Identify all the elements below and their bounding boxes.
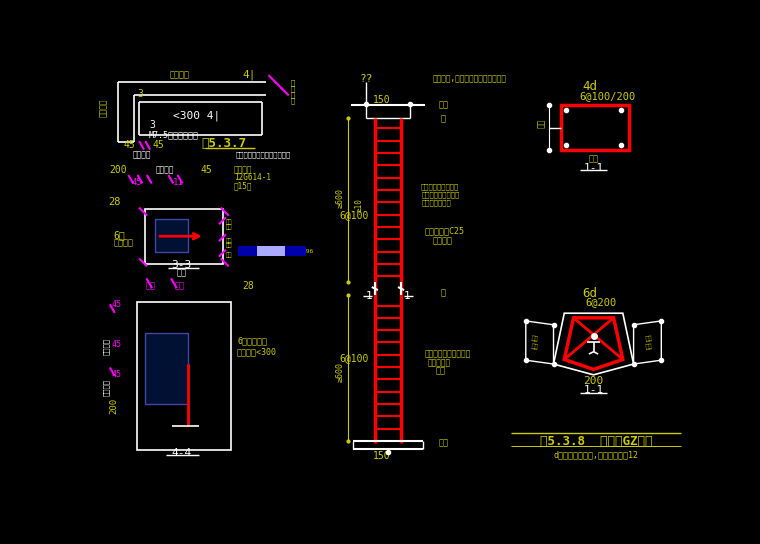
Text: 6每砖缝一根: 6每砖缝一根 [237,336,267,345]
Polygon shape [564,318,622,369]
Text: 应使用密板模实: 应使用密板模实 [422,199,451,206]
Text: 墙面: 墙面 [531,335,539,342]
Text: 马牙搓见: 马牙搓见 [234,165,252,175]
Text: 45: 45 [153,140,164,150]
Text: 45: 45 [111,370,121,379]
Text: 200: 200 [109,165,126,175]
Text: 槽深: 槽深 [146,282,156,291]
Text: 命令:: 命令: [242,248,255,255]
Text: 6@200: 6@200 [586,298,617,307]
Polygon shape [553,313,634,375]
Bar [144,208,223,264]
Text: 1: 1 [404,291,410,301]
Text: 4-4: 4-4 [172,448,192,458]
Text: 深度: 深度 [226,243,233,248]
Text: 45: 45 [123,140,135,150]
Polygon shape [634,321,661,364]
Text: 预留箍筋,根数、直径同构造柱纵筋: 预留箍筋,根数、直径同构造柱纵筋 [432,75,507,84]
Text: d详有关结构详图,未注明时为为12: d详有关结构详图,未注明时为为12 [553,450,638,459]
Text: 混凝土采用C25: 混凝土采用C25 [425,226,465,236]
Text: 1: 1 [366,291,372,301]
Text: ≥600: ≥600 [336,362,345,382]
Text: 墙厚: 墙厚 [176,269,187,277]
Text: 楼: 楼 [441,288,446,297]
Text: 积灰: 积灰 [531,343,539,350]
Bar [257,246,285,256]
Text: 6@100: 6@100 [340,211,369,220]
Text: 6@100/200: 6@100/200 [579,91,635,101]
Text: 开槽总深应不大于墙厚的一半: 开槽总深应不大于墙厚的一半 [236,151,291,158]
Text: 楼: 楼 [441,115,446,123]
Text: <300 4|: <300 4| [173,110,220,121]
Text: ??: ?? [359,74,373,84]
Text: 150: 150 [373,95,391,105]
Text: 线槽宽度: 线槽宽度 [132,150,150,159]
Text: 3: 3 [150,120,155,131]
Text: 45: 45 [201,165,212,175]
Text: 积灰: 积灰 [645,343,653,350]
Text: 墙体管线: 墙体管线 [99,98,108,117]
Text: 45: 45 [111,339,121,349]
Text: 砖缝一根: 砖缝一根 [114,238,134,247]
Text: 预留箍筋直径与根数同: 预留箍筋直径与根数同 [425,350,471,358]
Text: 钢筋: 钢筋 [226,220,233,225]
Text: 45: 45 [131,178,142,187]
Text: 槽深: 槽深 [174,282,184,291]
Text: 墙: 墙 [290,79,295,85]
Text: 楼面: 楼面 [439,438,448,447]
Text: 面: 面 [290,85,295,92]
Text: 线槽宽度: 线槽宽度 [155,165,174,175]
Text: 6每: 6每 [114,230,125,240]
Text: 150: 150 [373,452,391,461]
Text: M7.5水泥砂浆填塞: M7.5水泥砂浆填塞 [149,130,199,139]
Text: 图5.3.8  构造柱GZ做法: 图5.3.8 构造柱GZ做法 [540,435,652,448]
Text: 开槽长度<300: 开槽长度<300 [237,347,277,356]
Text: 间距: 间距 [226,224,233,230]
Text: ≥600: ≥600 [336,188,345,208]
Text: 灰: 灰 [290,97,295,104]
Polygon shape [526,321,553,364]
Text: （后浇）: （后浇） [432,236,453,245]
Text: 梁面: 梁面 [439,101,448,110]
Text: 28: 28 [109,196,121,207]
Text: 3: 3 [138,89,144,99]
Text: 200: 200 [109,398,119,413]
Text: 45: 45 [111,300,121,309]
Bar [144,333,188,404]
Text: 墙厚: 墙厚 [537,119,546,128]
Text: 图5.3.7: 图5.3.7 [201,137,246,150]
Text: 墙面: 墙面 [645,335,653,342]
Text: 积: 积 [290,91,295,98]
Text: 1-1: 1-1 [584,163,603,172]
Text: 楼面: 楼面 [435,367,445,375]
Text: 6@100: 6@100 [340,353,369,363]
Text: 的15页: 的15页 [234,181,252,190]
Text: 钻孔: 钻孔 [226,238,233,244]
Text: 当为非承重墙体内构: 当为非承重墙体内构 [420,184,458,190]
Text: -283696: -283696 [288,249,314,254]
Text: 691552: 691552 [260,249,283,254]
Text: 11: 11 [173,178,183,187]
Text: 线槽宽度: 线槽宽度 [103,379,109,395]
Text: 12G614-1: 12G614-1 [234,173,271,182]
Bar [238,246,306,256]
Text: 造柱时，留孔机制，: 造柱时，留孔机制， [422,191,460,198]
Text: 4|: 4| [242,69,256,80]
Text: 锚固: 锚固 [226,252,233,258]
Text: 线槽宽度: 线槽宽度 [103,338,109,355]
Text: 200: 200 [584,376,603,386]
Text: 墙厚: 墙厚 [588,154,599,164]
Bar [156,219,188,252]
Text: 1-1: 1-1 [584,385,603,395]
Bar [137,302,231,450]
Text: 构造柱纵筋: 构造柱纵筋 [428,358,451,367]
Text: 3-3: 3-3 [172,261,192,270]
Text: ≥10: ≥10 [354,199,363,212]
Bar [561,106,629,150]
Text: 28: 28 [242,281,254,291]
Text: 水平管线: 水平管线 [170,70,190,79]
Text: 6d: 6d [582,287,597,300]
Text: 4d: 4d [582,81,597,94]
